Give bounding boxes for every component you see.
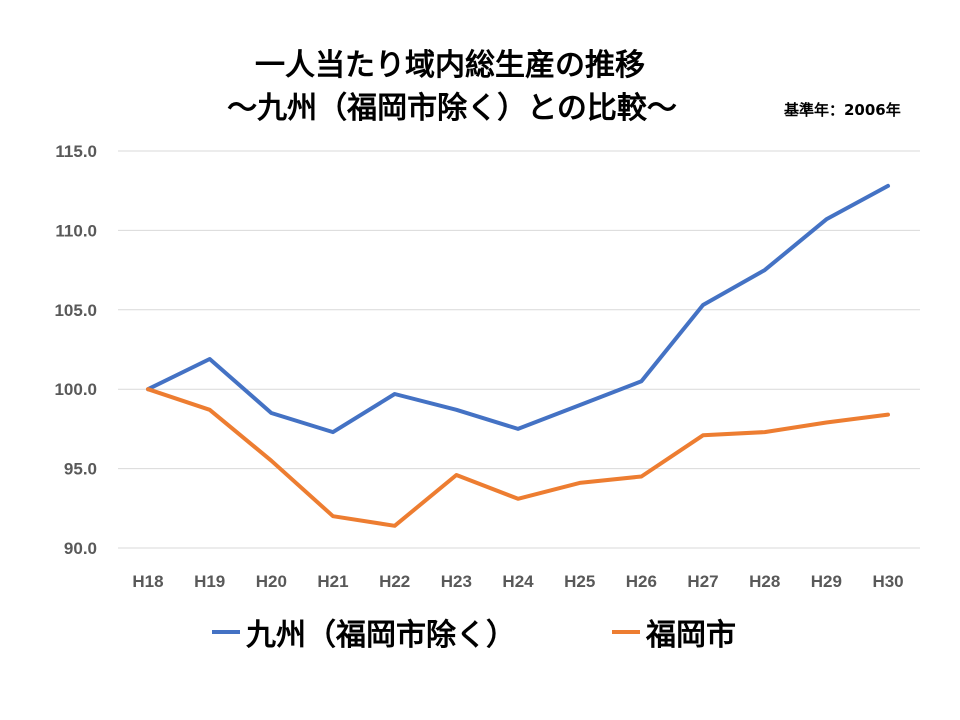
x-tick-label: H29 bbox=[811, 572, 842, 591]
legend-label-kyushu: 九州（福岡市除く） bbox=[246, 618, 516, 653]
x-tick-label: H20 bbox=[256, 572, 287, 591]
x-tick-label: H22 bbox=[379, 572, 410, 591]
series-line-0 bbox=[146, 183, 890, 435]
chart-subtitle: ～九州（福岡市除く）との比較～ bbox=[227, 91, 677, 126]
x-tick-label: H30 bbox=[872, 572, 903, 591]
y-tick-label: 105.0 bbox=[54, 301, 97, 320]
legend-item-fukuoka: 福岡市 bbox=[612, 610, 736, 654]
x-tick-label: H28 bbox=[749, 572, 780, 591]
y-tick-label: 100.0 bbox=[54, 380, 97, 399]
chart-title: 一人当たり域内総生産の推移 bbox=[255, 48, 645, 83]
legend-label-fukuoka: 福岡市 bbox=[646, 618, 736, 653]
x-tick-label: H21 bbox=[317, 572, 348, 591]
x-tick-label: H19 bbox=[194, 572, 225, 591]
base-year-note: 基準年：2006年 bbox=[784, 101, 901, 119]
legend-item-kyushu: 九州（福岡市除く） bbox=[212, 610, 516, 654]
series-line-1 bbox=[146, 387, 890, 528]
x-tick-label: H23 bbox=[441, 572, 472, 591]
legend-swatch-fukuoka bbox=[612, 630, 640, 634]
y-tick-label: 115.0 bbox=[55, 142, 97, 161]
legend-swatch-kyushu bbox=[212, 630, 240, 634]
y-tick-label: 110.0 bbox=[55, 221, 97, 240]
y-tick-label: 95.0 bbox=[64, 460, 97, 479]
x-tick-label: H25 bbox=[564, 572, 595, 591]
x-tick-label: H18 bbox=[132, 572, 163, 591]
y-tick-label: 90.0 bbox=[64, 539, 97, 558]
x-tick-label: H24 bbox=[502, 572, 534, 591]
x-tick-label: H26 bbox=[626, 572, 657, 591]
x-tick-label: H27 bbox=[687, 572, 718, 591]
